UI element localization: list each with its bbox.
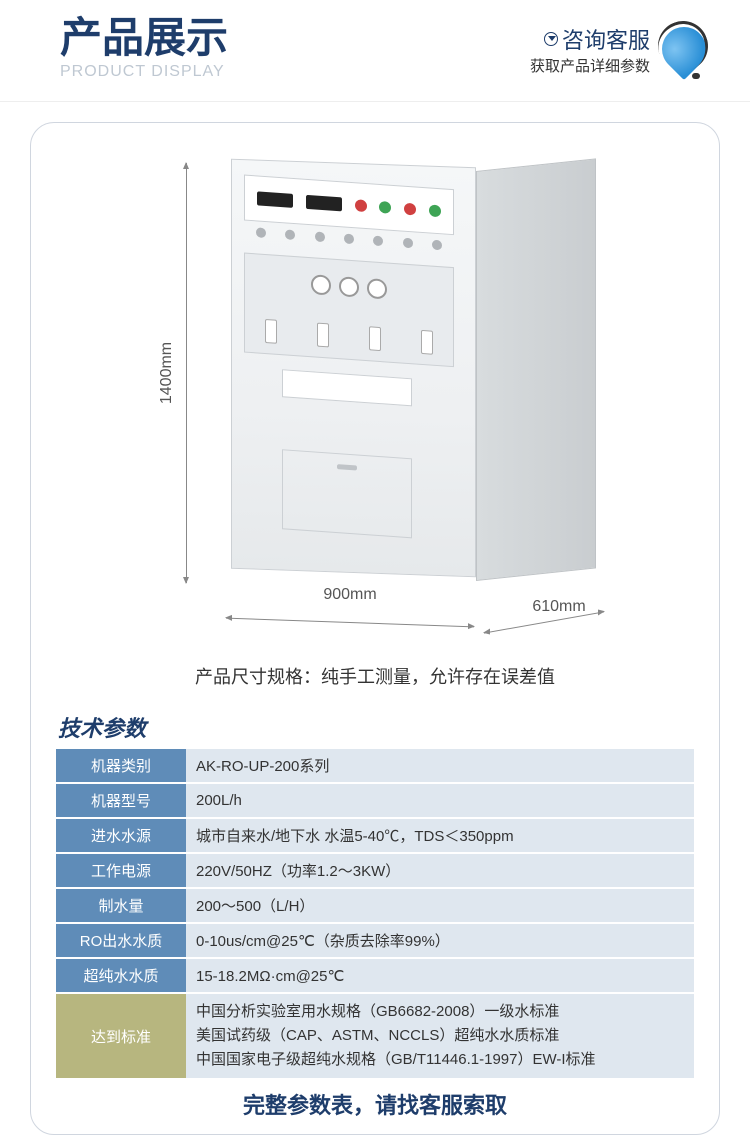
page-header: 产品展示 PRODUCT DISPLAY 咨询客服 获取产品详细参数 (0, 0, 750, 102)
service-text: 咨询客服 获取产品详细参数 (530, 23, 650, 76)
spec-row: 机器型号200L/h (56, 783, 694, 818)
spec-label: 机器型号 (56, 783, 186, 818)
spec-label: RO出水水质 (56, 923, 186, 958)
service-title-label: 咨询客服 (562, 23, 650, 55)
spec-value: 0-10us/cm@25℃（杂质去除率99%） (186, 923, 694, 958)
spec-row-standards: 达到标准中国分析实验室用水规格（GB6682-2008）一级水标准美国试药级（C… (56, 993, 694, 1079)
spec-value: 200L/h (186, 783, 694, 818)
spec-label: 机器类别 (56, 749, 186, 783)
service-title: 咨询客服 (530, 23, 650, 55)
spec-row: RO出水水质0-10us/cm@25℃（杂质去除率99%） (56, 923, 694, 958)
mascot-icon (658, 23, 710, 75)
spec-title: 技术参数 (56, 711, 694, 743)
dropdown-icon (544, 32, 558, 46)
dimension-note: 产品尺寸规格：纯手工测量，允许存在误差值 (56, 663, 694, 689)
page-title-en: PRODUCT DISPLAY (60, 63, 228, 81)
customer-service-block[interactable]: 咨询客服 获取产品详细参数 (530, 23, 710, 76)
title-block: 产品展示 PRODUCT DISPLAY (60, 15, 228, 81)
product-diagram: 1400mm (56, 153, 694, 653)
product-illustration (231, 163, 601, 593)
service-subtitle: 获取产品详细参数 (530, 55, 650, 76)
dimension-depth: 610mm (484, 598, 604, 623)
footer-note: 完整参数表，请找客服索取 (56, 1080, 694, 1124)
spec-label: 达到标准 (56, 993, 186, 1079)
dimension-height-label: 1400mm (158, 342, 176, 404)
spec-table: 机器类别AK-RO-UP-200系列机器型号200L/h进水水源城市自来水/地下… (56, 749, 694, 1080)
dimension-width-label: 900mm (226, 586, 474, 604)
spec-row: 制水量200～500（L/H） (56, 888, 694, 923)
spec-value: 15-18.2MΩ·cm@25℃ (186, 958, 694, 993)
spec-value: 220V/50HZ（功率1.2～3KW） (186, 853, 694, 888)
spec-row: 超纯水水质15-18.2MΩ·cm@25℃ (56, 958, 694, 993)
spec-row: 工作电源220V/50HZ（功率1.2～3KW） (56, 853, 694, 888)
spec-value: 200～500（L/H） (186, 888, 694, 923)
spec-value: 城市自来水/地下水 水温5-40℃，TDS＜350ppm (186, 818, 694, 853)
spec-label: 制水量 (56, 888, 186, 923)
spec-label: 工作电源 (56, 853, 186, 888)
dimension-height: 1400mm (186, 163, 187, 583)
product-panel: 1400mm (30, 122, 720, 1135)
spec-value: AK-RO-UP-200系列 (186, 749, 694, 783)
spec-row: 进水水源城市自来水/地下水 水温5-40℃，TDS＜350ppm (56, 818, 694, 853)
dimension-width: 900mm (226, 586, 474, 623)
page-title-cn: 产品展示 (60, 15, 228, 61)
spec-row: 机器类别AK-RO-UP-200系列 (56, 749, 694, 783)
spec-value: 中国分析实验室用水规格（GB6682-2008）一级水标准美国试药级（CAP、A… (186, 993, 694, 1079)
spec-label: 进水水源 (56, 818, 186, 853)
spec-label: 超纯水水质 (56, 958, 186, 993)
